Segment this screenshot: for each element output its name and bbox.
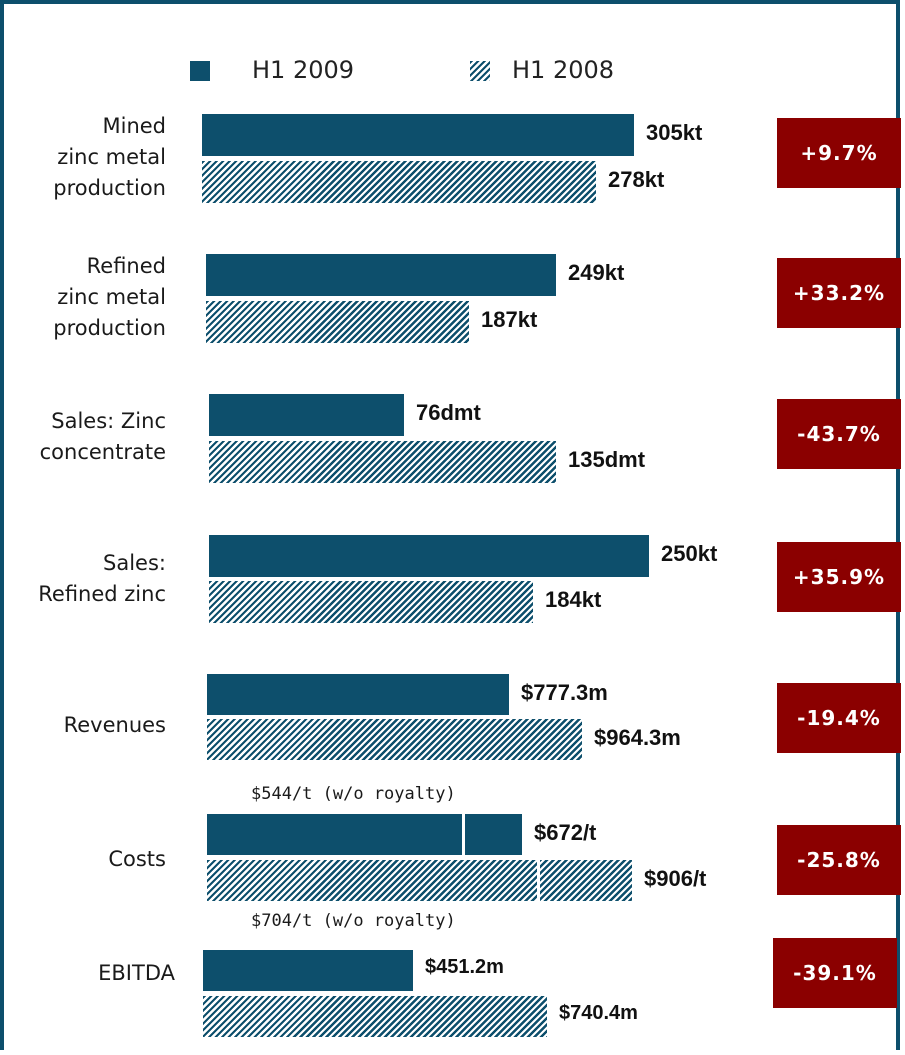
value-label-refined-h1-2008: 187kt	[481, 307, 538, 332]
value-label-costs-h1-2008: $906/t	[644, 866, 707, 891]
value-label-refined-h1-2009: 249kt	[568, 260, 625, 285]
legend-swatch-h1-2009	[190, 61, 210, 81]
value-label-revenues-h1-2008: $964.3m	[594, 725, 681, 750]
row-label-line: production	[53, 316, 166, 340]
row-label-refined: Refined zinc metal production	[0, 251, 166, 344]
costs-note-h1-2009: $544/t (w/o royalty)	[251, 784, 456, 804]
row-label-revenues: Revenues	[0, 710, 166, 741]
bar-refined-h1-2009	[206, 254, 556, 296]
bar-costs-h1-2009	[207, 814, 522, 855]
row-label-line: zinc metal	[57, 145, 166, 169]
value-label-sales-concentrate-h1-2009: 76dmt	[416, 400, 481, 425]
row-label-line: production	[53, 176, 166, 200]
row-label-costs: Costs	[0, 844, 166, 875]
legend-swatch-h1-2008	[470, 61, 490, 81]
change-badge-sales-refined: +35.9%	[777, 542, 901, 612]
row-label-ebitda-text: EBITDA	[5, 958, 175, 989]
row-label-sales-refined: Sales: Refined zinc	[0, 548, 166, 610]
bar-refined-h1-2008	[206, 301, 469, 343]
bar-mined-h1-2009	[202, 114, 634, 156]
row-label-line: Sales: Zinc	[51, 409, 166, 433]
costs-royalty-split-h1-2009	[462, 814, 465, 855]
costs-royalty-split-h1-2008	[537, 860, 540, 901]
value-label-revenues-h1-2009: $777.3m	[521, 680, 608, 705]
row-label-mined: Mined zinc metal production	[0, 111, 166, 204]
change-badge-ebitda: -39.1%	[773, 938, 897, 1008]
bar-mined-h1-2008	[202, 161, 596, 203]
value-label-ebitda-h1-2009: $451.2m	[425, 956, 504, 978]
row-label-line: Sales:	[103, 551, 166, 575]
value-label-sales-concentrate-h1-2008: 135dmt	[568, 447, 646, 472]
row-label-line: Refined	[86, 254, 166, 278]
bar-sales-refined-h1-2009	[209, 535, 649, 577]
bar-revenues-h1-2008	[207, 719, 582, 760]
row-label-line: zinc metal	[57, 285, 166, 309]
row-label-line: Mined	[102, 114, 166, 138]
legend-label-h1-2008: H1 2008	[512, 56, 615, 84]
change-badge-costs: -25.8%	[777, 825, 901, 895]
value-label-sales-refined-h1-2009: 250kt	[661, 541, 718, 566]
change-badge-mined: +9.7%	[777, 118, 901, 188]
bar-costs-h1-2008	[207, 860, 632, 901]
change-badge-revenues: -19.4%	[777, 683, 901, 753]
change-badge-sales-concentrate: -43.7%	[777, 399, 901, 469]
row-label-line: concentrate	[39, 440, 166, 464]
change-badge-refined: +33.2%	[777, 258, 901, 328]
value-label-mined-h1-2009: 305kt	[646, 120, 703, 145]
value-label-mined-h1-2008: 278kt	[608, 167, 665, 192]
bar-ebitda-h1-2009	[203, 950, 413, 991]
row-label-line: EBITDA	[98, 961, 175, 985]
row-label-line: Refined zinc	[38, 582, 166, 606]
row-label-line: Revenues	[63, 713, 166, 737]
bar-sales-refined-h1-2008	[209, 581, 533, 623]
bar-ebitda-h1-2008	[203, 996, 547, 1037]
row-label-sales-concentrate: Sales: Zinc concentrate	[0, 406, 166, 468]
bar-sales-concentrate-h1-2009	[209, 394, 404, 436]
costs-note-h1-2008: $704/t (w/o royalty)	[251, 911, 456, 931]
value-label-costs-h1-2009: $672/t	[534, 820, 597, 845]
legend-label-h1-2009: H1 2009	[252, 56, 355, 84]
bar-sales-concentrate-h1-2008	[209, 441, 556, 483]
value-label-ebitda-h1-2008: $740.4m	[559, 1002, 638, 1024]
row-label-line: Costs	[108, 847, 166, 871]
bar-revenues-h1-2009	[207, 674, 509, 715]
value-label-sales-refined-h1-2008: 184kt	[545, 587, 602, 612]
